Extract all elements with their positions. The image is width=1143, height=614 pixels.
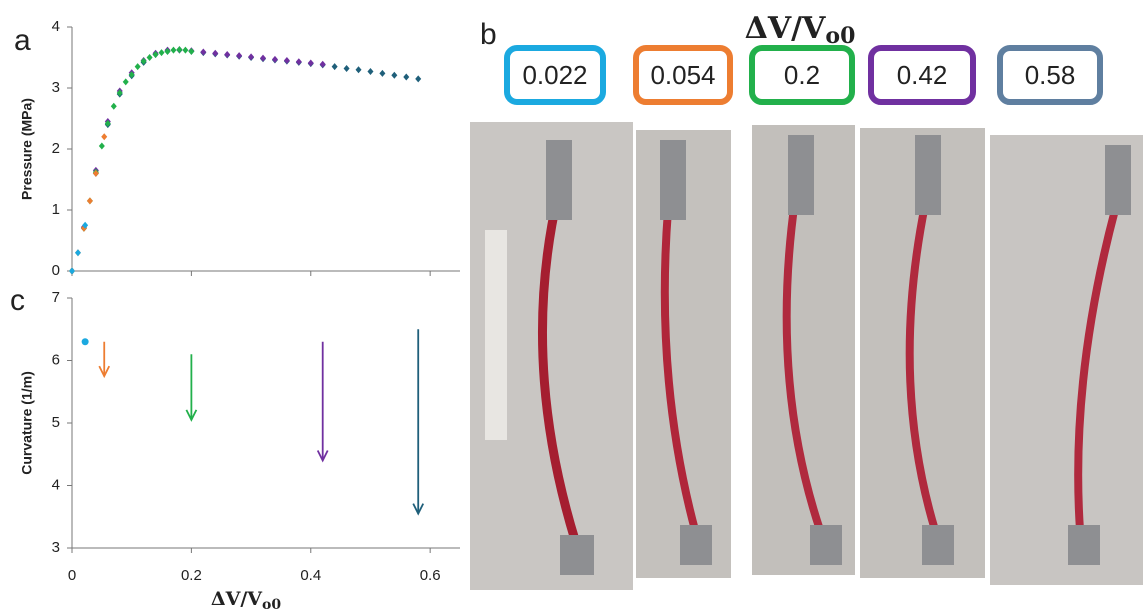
point — [152, 50, 159, 58]
arrow — [412, 329, 425, 516]
point — [319, 60, 326, 68]
point — [92, 169, 99, 177]
panel-title: ΔV/Vo0 — [745, 11, 856, 49]
y-tick-label: 1 — [52, 201, 60, 218]
box-label: 0.58 — [1025, 60, 1076, 90]
value-box — [997, 45, 1103, 105]
point — [146, 54, 153, 61]
point — [188, 47, 195, 55]
point — [164, 47, 171, 55]
point — [69, 267, 75, 275]
point — [236, 52, 243, 60]
arrow — [316, 341, 329, 463]
point — [367, 68, 374, 76]
y-tick-label: 0 — [52, 262, 60, 279]
box-label: 0.2 — [784, 60, 820, 90]
point — [104, 119, 111, 127]
point — [200, 48, 207, 56]
x-axis-title: ΔV/Vo0 — [211, 588, 282, 613]
point — [343, 64, 350, 72]
photo — [990, 135, 1143, 585]
point — [122, 78, 129, 86]
arrow-head — [316, 450, 329, 463]
point — [116, 89, 123, 97]
point — [176, 46, 183, 54]
box-label: 0.022 — [522, 60, 587, 90]
point — [101, 133, 108, 141]
point — [158, 49, 165, 57]
panel-label: a — [14, 24, 31, 57]
x-tick-label: 0.4 — [300, 567, 321, 584]
point — [81, 338, 89, 346]
panel-label: b — [480, 18, 497, 51]
point — [307, 59, 314, 67]
x-title-main: ΔV/V — [211, 588, 263, 610]
point — [86, 197, 93, 205]
point — [403, 73, 410, 81]
photo — [860, 128, 985, 578]
point — [128, 71, 135, 79]
y-tick-label: 7 — [52, 289, 60, 306]
box-label: 0.42 — [897, 60, 948, 90]
y-tick-label: 3 — [52, 539, 60, 556]
point — [182, 46, 189, 54]
point — [248, 53, 255, 61]
value-box — [504, 45, 606, 105]
point — [170, 46, 177, 54]
y-tick-label: 4 — [52, 476, 60, 493]
point — [415, 75, 422, 83]
y-tick-label: 4 — [52, 18, 60, 35]
x-title-sub: o0 — [262, 597, 281, 613]
panel-label: c — [10, 284, 25, 317]
point — [98, 142, 105, 150]
y-axis-title: Pressure (MPa) — [19, 98, 35, 200]
point — [283, 57, 290, 65]
y-tick-label: 2 — [52, 140, 60, 157]
value-box — [749, 45, 855, 105]
value-box — [633, 45, 733, 105]
y-tick-label: 6 — [52, 351, 60, 368]
point — [355, 66, 362, 74]
point — [260, 54, 267, 62]
arrow-head — [185, 409, 198, 422]
title-sub: o0 — [825, 23, 855, 49]
x-tick-label: 0.6 — [420, 567, 441, 584]
arrow — [98, 341, 111, 379]
point — [140, 57, 147, 65]
value-box — [868, 45, 976, 105]
point — [74, 249, 81, 257]
photo — [470, 122, 633, 590]
photo — [636, 130, 731, 578]
point — [379, 69, 386, 77]
box-label: 0.054 — [650, 60, 715, 90]
arrow — [185, 354, 198, 422]
photo — [752, 125, 855, 575]
point — [271, 55, 278, 63]
y-axis-title: Curvature (1/m) — [19, 371, 35, 474]
arrow-head — [98, 365, 111, 379]
point — [110, 102, 117, 110]
title-main: ΔV/V — [745, 11, 827, 46]
photos — [470, 122, 1143, 590]
x-tick-label: 0.2 — [181, 567, 202, 584]
point — [212, 49, 219, 57]
point — [331, 63, 338, 71]
arrow-head — [412, 503, 425, 516]
point — [224, 50, 231, 58]
point — [82, 221, 89, 229]
y-tick-label: 5 — [52, 414, 60, 431]
point — [134, 63, 141, 71]
y-tick-label: 3 — [52, 79, 60, 96]
x-tick-label: 0 — [68, 567, 76, 584]
point — [295, 58, 302, 66]
point — [391, 71, 398, 79]
